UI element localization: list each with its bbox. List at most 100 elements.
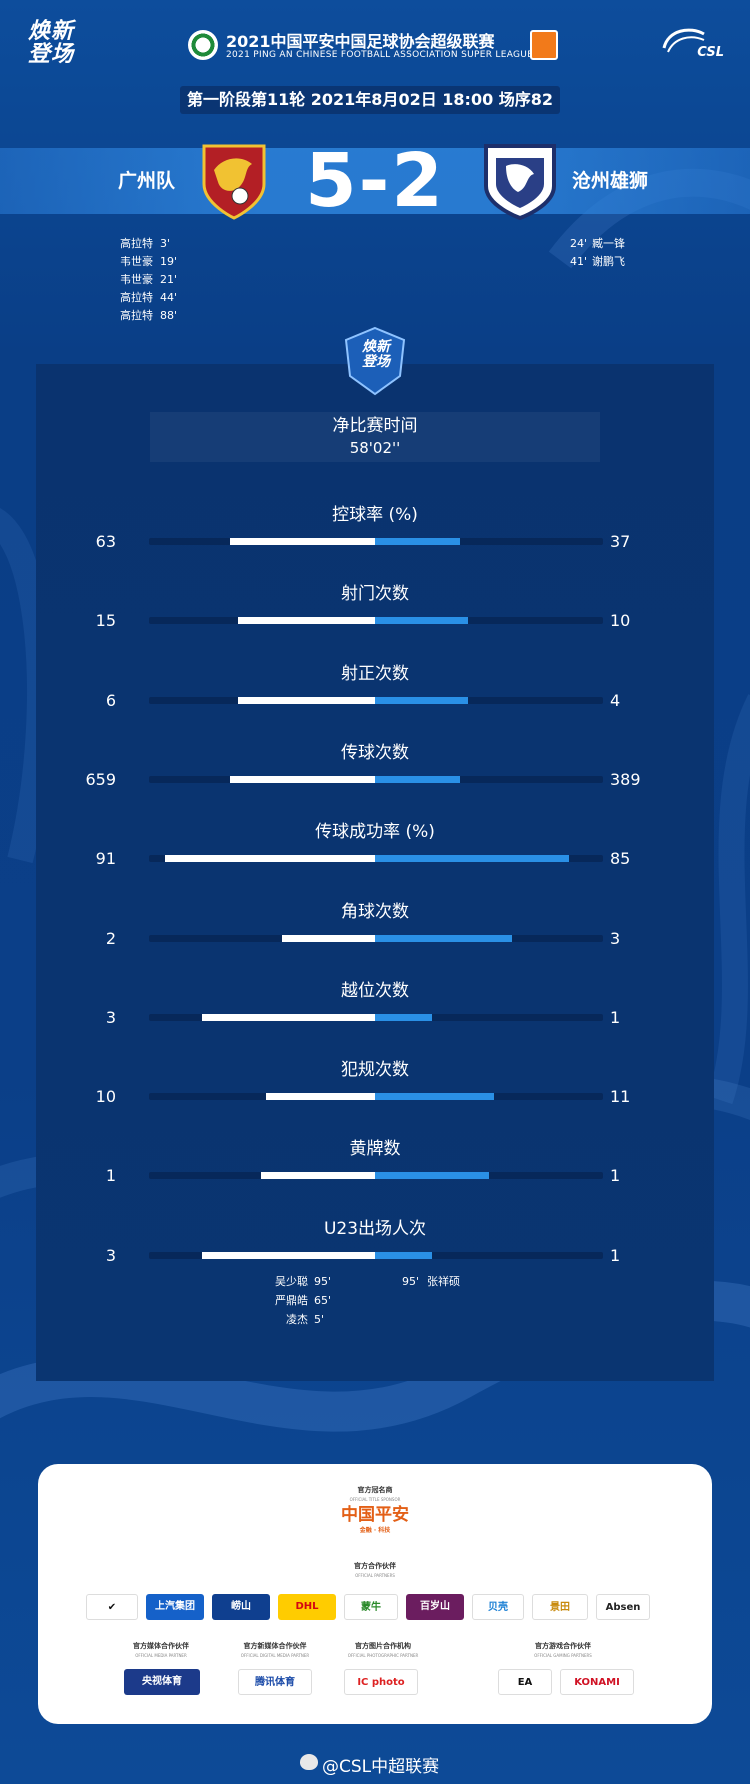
konami-logo: KONAMI	[560, 1669, 634, 1695]
stat-away-bar	[375, 776, 460, 783]
scorer-minute: 41'	[570, 255, 588, 268]
stat-label: U23出场人次	[323, 1219, 427, 1239]
stat-label: 黄牌数	[349, 1139, 401, 1159]
u23-player-name: 严鼎皓	[275, 1294, 308, 1307]
gaming-partner-heading: 官方游戏合作伙伴 OFFICIAL GAMING PARTNERS	[508, 1642, 618, 1660]
stat-row: 射正次数 6 4	[36, 659, 714, 719]
brand-logo-left: 焕新 登场	[28, 20, 88, 66]
stat-away-value: 85	[610, 849, 631, 868]
stat-away-bar	[375, 617, 468, 624]
stat-home-value: 1	[105, 1166, 116, 1185]
digital-partner-heading: 官方新媒体合作伙伴 OFFICIAL DIGITAL MEDIA PARTNER	[210, 1642, 340, 1660]
pingan-logo: 中国平安 金融 · 科技	[330, 1504, 420, 1538]
partner-logo: 崂山	[212, 1594, 270, 1620]
partner-logo: 景田	[532, 1594, 588, 1620]
stat-row: U23出场人次 3 1	[36, 1214, 714, 1274]
stat-home-bar	[230, 776, 375, 783]
scorer-minute: 3'	[160, 237, 171, 250]
stat-away-value: 3	[610, 929, 621, 948]
stat-row: 传球成功率 (%) 91 85	[36, 817, 714, 877]
weibo-icon	[300, 1754, 318, 1770]
media-partner-heading-en: OFFICIAL MEDIA PARTNER	[135, 1653, 187, 1658]
u23-player-minute: 5'	[314, 1313, 325, 1326]
sponsor-card: 官方冠名商 OFFICIAL TITLE SPONSOR 中国平安 金融 · 科…	[38, 1464, 712, 1724]
title-sponsor-heading-en: OFFICIAL TITLE SPONSOR	[349, 1497, 401, 1502]
u23-home-players: 吴少聪 95' 严鼎皓 65' 凌杰 5'	[268, 1272, 331, 1329]
partner-logo: ✔	[86, 1594, 138, 1620]
away-team-crest-icon	[484, 144, 556, 221]
stat-away-bar	[375, 1093, 494, 1100]
digital-partner-heading-en: OFFICIAL DIGITAL MEDIA PARTNER	[240, 1653, 310, 1658]
stat-row: 越位次数 3 1	[36, 976, 714, 1036]
u23-home-player-row: 凌杰 5'	[268, 1310, 331, 1329]
stat-away-value: 1	[610, 1166, 621, 1185]
scorer-name: 谢鹏飞	[592, 255, 625, 268]
photo-partner-heading-en: OFFICIAL PHOTOGRAPHIC PARTNER	[347, 1653, 419, 1658]
stats-panel	[36, 364, 714, 1381]
partner-logo: Absen	[596, 1594, 650, 1620]
stat-home-bar	[282, 935, 375, 942]
pingan-logo-subtitle: 金融 · 科技	[359, 1527, 391, 1534]
partner-logo: 蒙牛	[344, 1594, 398, 1620]
stat-row: 黄牌数 1 1	[36, 1134, 714, 1194]
stat-away-bar	[375, 1172, 489, 1179]
partner-logo: 百岁山	[406, 1594, 464, 1620]
league-title-cn: 2021中国平安中国足球协会超级联赛	[226, 32, 495, 51]
stat-home-bar	[202, 1252, 375, 1259]
stat-label: 角球次数	[341, 902, 409, 922]
stat-away-value: 1	[610, 1246, 621, 1265]
home-scorer-row: 韦世豪 19'	[120, 253, 177, 271]
scorer-name: 高拉特	[120, 309, 153, 322]
u23-player-name: 吴少聪	[275, 1275, 308, 1288]
ic-photo-logo: IC photo	[344, 1669, 418, 1695]
stat-row: 犯规次数 10 11	[36, 1055, 714, 1115]
title-sponsor-heading: 官方冠名商 OFFICIAL TITLE SPONSOR	[335, 1486, 415, 1504]
away-scorers-list: 24' 臧一锋 41' 谢鹏飞	[570, 235, 625, 271]
score-band	[0, 148, 750, 214]
away-scorer-row: 24' 臧一锋	[570, 235, 625, 253]
photo-partner-heading: 官方图片合作机构 OFFICIAL PHOTOGRAPHIC PARTNER	[318, 1642, 448, 1660]
stat-home-value: 659	[85, 770, 116, 789]
stat-home-bar	[261, 1172, 375, 1179]
pingan-logo-text: 中国平安	[341, 1505, 409, 1525]
scorer-minute: 24'	[570, 237, 588, 250]
match-score: 5-2	[305, 138, 445, 224]
stat-row: 控球率 (%) 63 37	[36, 500, 714, 560]
stat-home-value: 10	[95, 1087, 116, 1106]
stat-away-value: 10	[610, 611, 631, 630]
partner-logo: DHL	[278, 1594, 336, 1620]
csl-swirl-icon	[662, 28, 705, 53]
partners-heading-cn: 官方合作伙伴	[354, 1562, 396, 1570]
stat-home-bar	[202, 1014, 375, 1021]
stat-home-value: 6	[105, 691, 116, 710]
pingan-badge-icon	[530, 30, 558, 60]
home-team-crest-icon	[202, 144, 266, 220]
brand-logo-text: 焕新 登场	[28, 19, 75, 67]
home-scorer-row: 高拉特 3'	[120, 235, 177, 253]
scorer-minute: 88'	[160, 309, 178, 322]
stat-row: 射门次数 15 10	[36, 579, 714, 639]
stat-home-value: 2	[105, 929, 116, 948]
stat-label: 犯规次数	[341, 1060, 409, 1080]
scorer-name: 高拉特	[120, 291, 153, 304]
net-time-value: 58'02''	[349, 439, 401, 457]
stat-away-value: 1	[610, 1008, 621, 1027]
stat-row: 角球次数 2 3	[36, 897, 714, 957]
stat-label: 射门次数	[341, 584, 409, 604]
u23-away-player-row: 95' 张祥硕	[402, 1272, 460, 1291]
stat-home-bar	[230, 538, 375, 545]
stat-label: 传球成功率 (%)	[315, 822, 435, 842]
scorer-name: 韦世豪	[120, 273, 153, 286]
league-title-block: 2021中国平安中国足球协会超级联赛 2021 PING AN CHINESE …	[188, 26, 533, 66]
title-sponsor-heading-cn: 官方冠名商	[357, 1486, 393, 1494]
weibo-handle: @CSL中超联赛	[322, 1757, 440, 1777]
stat-away-bar	[375, 1252, 432, 1259]
stat-label: 越位次数	[341, 981, 409, 1001]
scorer-minute: 19'	[160, 255, 178, 268]
media-partner-heading-cn: 官方媒体合作伙伴	[133, 1642, 189, 1650]
stat-home-bar	[238, 617, 375, 624]
stat-home-bar	[266, 1093, 375, 1100]
stat-away-bar	[375, 935, 512, 942]
net-time-label: 净比赛时间	[332, 416, 418, 436]
gaming-partner-heading-en: OFFICIAL GAMING PARTNERS	[534, 1653, 592, 1658]
